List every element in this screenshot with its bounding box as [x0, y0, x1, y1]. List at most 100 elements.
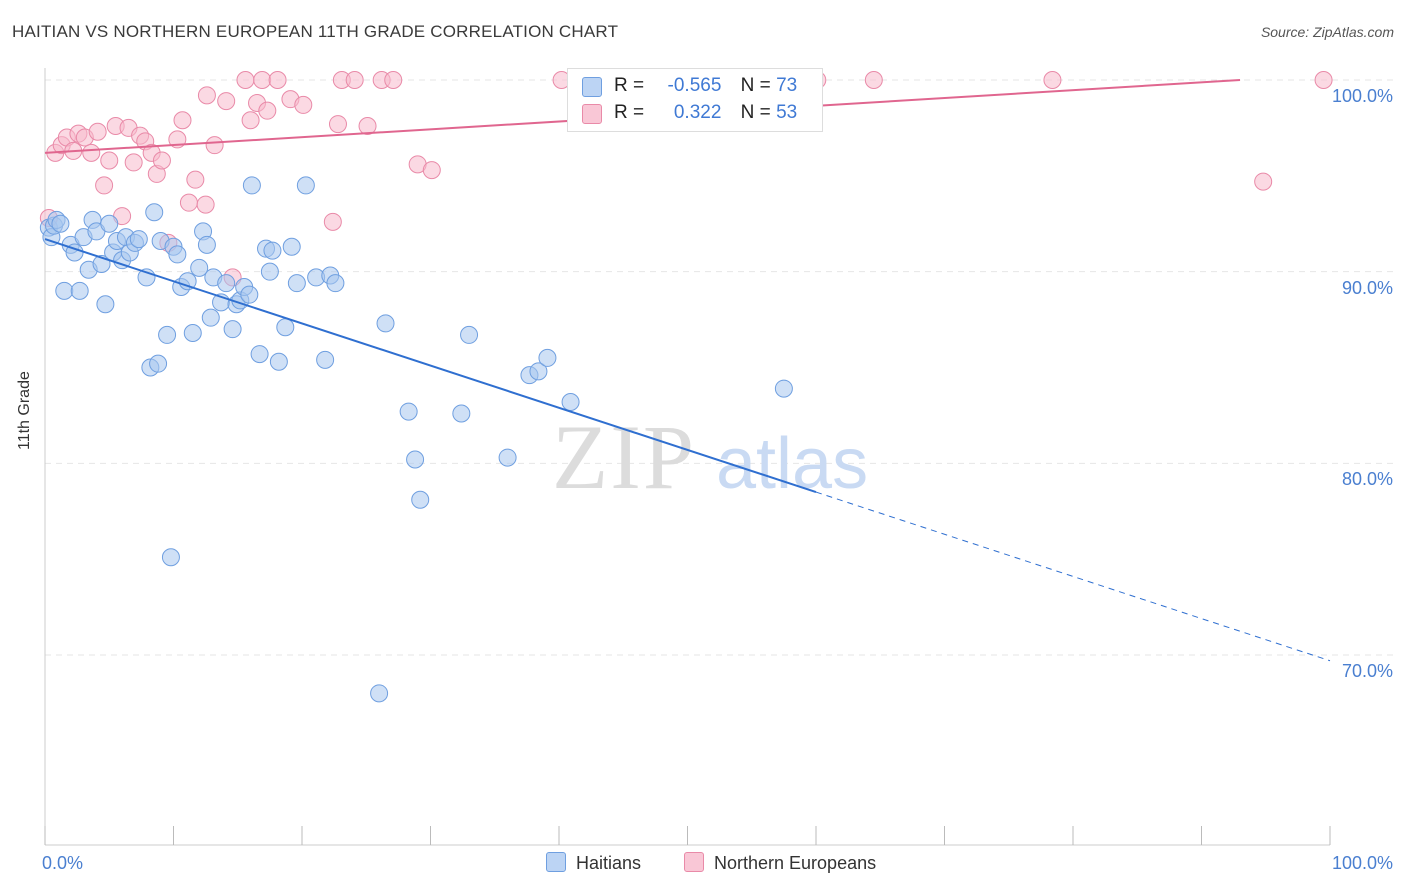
data-point [197, 86, 216, 105]
y-tick-label: 70.0% [1341, 661, 1393, 681]
stats-legend: R = -0.565 N = 73 R = 0.322 N = 53 [567, 68, 823, 132]
data-point [358, 117, 377, 135]
data-point [316, 350, 335, 369]
data-point [452, 404, 471, 423]
y-tick-label: 80.0% [1341, 469, 1393, 490]
data-point [217, 92, 236, 111]
data-point [422, 161, 441, 180]
data-point [100, 151, 119, 170]
data-point [173, 111, 192, 130]
data-point [88, 122, 107, 141]
data-point [384, 71, 403, 89]
axes [44, 68, 1331, 846]
data-point [149, 354, 168, 373]
data-point [268, 71, 287, 89]
data-point [51, 214, 70, 233]
legend-label-northern-europeans: Northern Europeans [714, 853, 877, 873]
data-point [328, 115, 347, 134]
haitians-trend-extension [815, 491, 1331, 662]
legend-r-label: R = [614, 102, 645, 123]
data-point [55, 281, 74, 300]
data-point [168, 245, 187, 264]
data-point [196, 195, 215, 214]
legend-swatch-haitians [582, 77, 602, 97]
legend-n-label: N = [740, 102, 771, 123]
data-point [161, 548, 180, 567]
data-point [240, 285, 259, 304]
data-point [258, 101, 277, 120]
legend-item-northern-europeans[interactable]: Northern Europeans [684, 852, 876, 874]
data-point [561, 393, 580, 411]
data-point [217, 274, 236, 293]
data-point [145, 203, 164, 222]
legend-swatch-haitians [546, 852, 566, 872]
data-point [529, 362, 548, 381]
data-point [124, 153, 143, 172]
legend-swatch-northern-europeans [684, 852, 704, 872]
y-axis-label: 11th Grade [16, 371, 33, 450]
legend-item-haitians[interactable]: Haitians [546, 852, 641, 874]
data-point [282, 237, 301, 256]
data-point [241, 111, 260, 130]
legend-n-value-northern-europeans: 53 [776, 102, 798, 123]
data-point [242, 176, 261, 195]
data-point [460, 325, 479, 344]
x-tick-label-min: 0.0% [42, 853, 84, 873]
data-point [129, 230, 148, 249]
data-point [1314, 71, 1333, 89]
data-point [411, 490, 430, 509]
source-label: Source: ZipAtlas.com [1260, 24, 1394, 40]
data-point [250, 345, 269, 364]
data-point [276, 318, 295, 337]
data-point [774, 379, 793, 398]
legend-r-label: R = [614, 75, 645, 96]
data-point [370, 684, 389, 703]
data-point [263, 241, 282, 260]
data-point [100, 214, 119, 233]
data-point [345, 71, 364, 89]
haitians-points [39, 176, 793, 703]
haitians-trend-line [44, 238, 817, 494]
x-tick-label-max: 100.0% [1331, 853, 1393, 873]
data-point [323, 212, 342, 231]
data-point [1254, 172, 1273, 191]
data-point [269, 352, 288, 371]
data-point [287, 274, 306, 293]
data-point [205, 136, 224, 155]
data-point [376, 314, 395, 333]
data-point [236, 71, 255, 89]
data-point [399, 402, 418, 421]
data-point [1043, 71, 1062, 89]
data-point [70, 281, 89, 300]
legend-r-value-haitians: -0.565 [667, 75, 722, 96]
data-point [296, 176, 315, 195]
data-point [183, 324, 202, 342]
data-point [538, 348, 557, 367]
data-point [152, 151, 171, 170]
data-point [82, 143, 101, 162]
watermark-atlas: atlas [716, 424, 868, 504]
northern-europeans-points [39, 71, 1333, 287]
y-tick-label: 90.0% [1341, 277, 1393, 298]
data-point [158, 325, 177, 344]
data-point [260, 262, 279, 281]
grid-lines [45, 79, 1395, 656]
data-point [186, 170, 205, 189]
data-point [406, 450, 425, 469]
data-point [96, 295, 115, 314]
data-point [179, 193, 198, 212]
data-point [95, 176, 114, 195]
data-point [326, 274, 345, 293]
data-point [190, 258, 209, 277]
data-point [253, 71, 272, 89]
trend-lines [44, 79, 1331, 662]
data-point [223, 320, 242, 339]
data-point [201, 308, 220, 327]
chart-title: HAITIAN VS NORTHERN EUROPEAN 11TH GRADE … [12, 22, 619, 41]
data-point [197, 235, 216, 254]
legend-r-value-northern-europeans: 0.322 [673, 102, 722, 123]
data-point [864, 71, 883, 89]
data-point [498, 448, 517, 467]
legend-swatch-northern-europeans [582, 104, 602, 124]
